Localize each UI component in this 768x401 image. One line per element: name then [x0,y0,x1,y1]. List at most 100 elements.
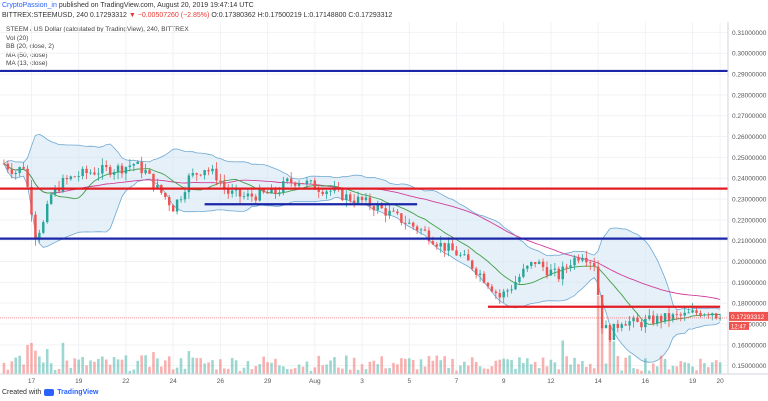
volume-bar [333,357,336,374]
volume-bar [384,368,387,374]
candle-body [18,167,21,173]
candle-body [85,168,88,174]
volume-bar [608,337,612,374]
candle-body [526,265,529,269]
chart-area[interactable]: 0.31000000 0.30000000 0.29000000 0.28000000… [0,22,768,387]
volume-bar [278,365,281,374]
volume-bar [431,360,435,374]
candle-body [514,282,517,290]
candle-body [423,229,427,231]
candle-body [439,242,442,247]
candle-body [77,176,80,177]
volume-bar [372,360,376,374]
candle-body [557,268,561,280]
volume-bar [604,363,608,374]
candle-body [215,168,218,181]
candle-body [419,229,423,231]
volume-bar [687,363,690,374]
volume-bar [443,356,446,374]
volume-bar [537,368,541,374]
publisher-user-link[interactable]: CryptoPassion_in [2,2,57,9]
candle-body [648,315,651,319]
candle-body [545,267,549,276]
volume-bar [305,361,309,374]
candle-body [112,172,116,175]
volume-bar [628,355,631,374]
candle-body [203,170,206,176]
candle-body [624,324,627,326]
volume-bar [459,365,462,374]
volume-bar [179,358,183,374]
volume-bar [427,356,431,374]
candle-body [352,200,356,203]
volume-bar [514,368,517,374]
legend-bollinger[interactable]: BB (20, close, 2) [6,43,55,51]
volume-bar [203,363,206,374]
volume-bar [187,351,191,374]
volume-bar [238,370,242,374]
volume-bar [679,361,683,374]
candle-body [707,314,710,316]
candle-body [191,173,195,176]
publisher-text: published on TradingView.com, August 20,… [56,2,254,9]
volume-bar [533,361,537,374]
candle-body [136,161,139,164]
volume-bar [411,359,415,374]
candle-body [124,167,128,174]
candle-body [415,226,419,231]
volume-bar [447,368,450,374]
legend-volume[interactable]: Vol (20) [6,34,29,42]
candle-body [65,177,69,180]
volume-bar [250,369,254,374]
footer-brand[interactable]: TradingView [57,389,99,396]
candle-body [616,323,620,328]
volume-bar [69,367,73,374]
candle-body [286,178,289,182]
x-tick-label: 29 [264,378,272,385]
candle-body [53,187,57,195]
candle-body [577,257,580,261]
candle-body [30,186,33,215]
candle-body [309,180,313,182]
volume-bar [380,356,384,374]
volume-bar [510,359,513,374]
candle-body [411,222,415,227]
volume-bar [655,366,659,374]
candle-body [427,230,431,242]
candle-body [89,172,92,174]
volume-bar [404,358,407,374]
candle-body [478,273,482,275]
volume-bar [112,357,116,374]
x-tick-label: 14 [595,378,603,385]
candlestick-chart[interactable]: 0.31000000 0.30000000 0.29000000 0.28000000… [0,22,768,387]
candle-body [522,268,525,277]
candle-body [258,189,261,201]
volume-bar [549,359,553,374]
volume-bar [246,361,250,374]
volume-bar [506,359,509,374]
legend-ma-13[interactable]: MA (13, close) [6,60,48,68]
candle-body [671,314,675,320]
volume-bar [612,341,616,374]
legend-ma-50[interactable]: MA (50, close) [6,51,48,59]
volume-bar [592,368,596,374]
candle-body [569,265,572,268]
y-tick-label: 0.23000000 [732,197,767,204]
candle-body [589,262,592,264]
volume-bar [97,358,100,374]
candle-body [687,312,690,314]
candle-body [518,276,521,283]
candle-body [714,313,718,319]
price-change: ▼ −0.00507260 (−2.85%) [128,12,210,19]
y-tick-label: 0.27000000 [732,113,767,120]
volume-bar [289,369,293,374]
candle-body [581,257,584,261]
candle-body [376,204,379,211]
volume-bar [53,369,57,374]
candle-body [246,193,250,197]
candle-body [305,180,309,184]
volume-bar [120,359,124,374]
candle-body [42,222,45,233]
candle-body [541,261,545,268]
volume-bar [116,359,120,374]
